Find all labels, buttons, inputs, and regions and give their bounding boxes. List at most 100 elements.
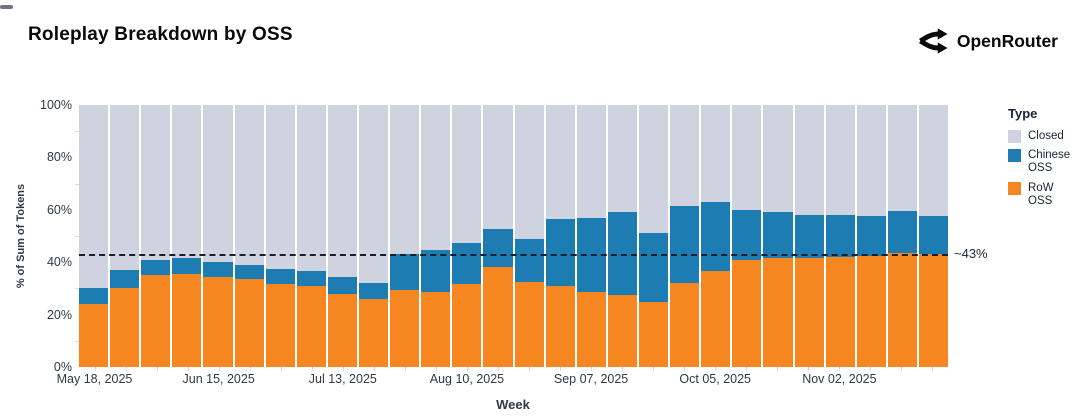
segment-closed[interactable] (514, 105, 544, 239)
segment-chinese-oss[interactable] (452, 242, 482, 285)
segment-row-oss[interactable] (763, 258, 793, 367)
legend-item-chinese-oss[interactable]: Chinese OSS (1008, 149, 1078, 175)
segment-closed[interactable] (234, 105, 264, 265)
segment-row-oss[interactable] (483, 267, 513, 367)
segment-chinese-oss[interactable] (701, 201, 731, 272)
segment-row-oss[interactable] (825, 256, 855, 367)
bar-week-jun-08-2025[interactable] (172, 105, 202, 367)
segment-chinese-oss[interactable] (234, 264, 264, 280)
segment-closed[interactable] (545, 105, 575, 219)
segment-closed[interactable] (172, 105, 202, 259)
segment-row-oss[interactable] (296, 285, 326, 367)
bar-week-jun-01-2025[interactable] (141, 105, 171, 367)
segment-row-oss[interactable] (327, 293, 357, 367)
bar-week-aug-03-2025[interactable] (421, 105, 451, 367)
segment-row-oss[interactable] (514, 281, 544, 367)
segment-closed[interactable] (327, 105, 357, 277)
bar-week-oct-19-2025[interactable] (763, 105, 793, 367)
segment-row-oss[interactable] (607, 294, 637, 367)
bar-week-oct-26-2025[interactable] (794, 105, 824, 367)
segment-chinese-oss[interactable] (79, 288, 109, 305)
segment-row-oss[interactable] (390, 289, 420, 367)
segment-chinese-oss[interactable] (110, 270, 140, 289)
segment-row-oss[interactable] (918, 254, 949, 367)
segment-closed[interactable] (794, 105, 824, 216)
bar-week-jun-22-2025[interactable] (234, 105, 264, 367)
bar-week-sep-28-2025[interactable] (670, 105, 700, 367)
segment-chinese-oss[interactable] (358, 283, 389, 299)
segment-row-oss[interactable] (670, 283, 700, 367)
segment-row-oss[interactable] (421, 292, 451, 367)
segment-row-oss[interactable] (234, 279, 264, 367)
segment-closed[interactable] (265, 105, 295, 269)
segment-closed[interactable] (79, 105, 109, 289)
legend-item-closed[interactable]: Closed (1008, 130, 1078, 143)
segment-chinese-oss[interactable] (732, 209, 762, 260)
segment-chinese-oss[interactable] (856, 216, 886, 256)
segment-row-oss[interactable] (545, 285, 575, 367)
segment-chinese-oss[interactable] (763, 212, 793, 259)
bar-week-nov-09-2025[interactable] (856, 105, 886, 367)
segment-closed[interactable] (732, 105, 762, 210)
segment-row-oss[interactable] (110, 288, 140, 367)
segment-closed[interactable] (141, 105, 171, 260)
segment-closed[interactable] (576, 105, 606, 218)
segment-closed[interactable] (670, 105, 700, 206)
segment-row-oss[interactable] (265, 284, 295, 367)
segment-row-oss[interactable] (732, 259, 762, 367)
segment-chinese-oss[interactable] (638, 233, 669, 302)
segment-chinese-oss[interactable] (825, 215, 855, 257)
openrouter-logo[interactable]: OpenRouter (918, 26, 1058, 56)
bar-week-jul-13-2025[interactable] (327, 105, 357, 367)
segment-row-oss[interactable] (358, 298, 389, 367)
segment-row-oss[interactable] (887, 253, 917, 367)
segment-closed[interactable] (203, 105, 233, 263)
bar-week-aug-10-2025[interactable] (452, 105, 482, 367)
bar-week-aug-31-2025[interactable] (545, 105, 575, 367)
bar-week-sep-14-2025[interactable] (607, 105, 637, 367)
segment-row-oss[interactable] (794, 258, 824, 367)
bar-week-jun-15-2025[interactable] (203, 105, 233, 367)
segment-chinese-oss[interactable] (794, 215, 824, 259)
segment-closed[interactable] (452, 105, 482, 243)
segment-chinese-oss[interactable] (607, 212, 637, 295)
segment-chinese-oss[interactable] (514, 238, 544, 282)
bar-week-nov-23-2025[interactable] (918, 105, 949, 367)
bar-week-aug-24-2025[interactable] (514, 105, 544, 367)
segment-row-oss[interactable] (856, 255, 886, 367)
bar-week-oct-05-2025[interactable] (701, 105, 731, 367)
bar-week-jul-06-2025[interactable] (296, 105, 326, 367)
segment-closed[interactable] (763, 105, 793, 213)
segment-chinese-oss[interactable] (887, 211, 917, 254)
segment-closed[interactable] (390, 105, 420, 255)
segment-chinese-oss[interactable] (545, 218, 575, 286)
segment-row-oss[interactable] (172, 274, 202, 367)
segment-chinese-oss[interactable] (172, 258, 202, 274)
segment-closed[interactable] (918, 105, 949, 217)
bar-week-sep-21-2025[interactable] (638, 105, 669, 367)
bar-week-jul-27-2025[interactable] (390, 105, 420, 367)
segment-closed[interactable] (607, 105, 637, 213)
bar-week-may-18-2025[interactable] (79, 105, 109, 367)
bar-week-jul-20-2025[interactable] (358, 105, 389, 367)
segment-closed[interactable] (825, 105, 855, 216)
segment-chinese-oss[interactable] (265, 268, 295, 285)
segment-row-oss[interactable] (141, 275, 171, 367)
segment-row-oss[interactable] (638, 301, 669, 367)
segment-chinese-oss[interactable] (296, 271, 326, 286)
segment-row-oss[interactable] (576, 292, 606, 367)
segment-closed[interactable] (421, 105, 451, 251)
bar-week-nov-02-2025[interactable] (825, 105, 855, 367)
segment-chinese-oss[interactable] (670, 205, 700, 284)
segment-chinese-oss[interactable] (141, 259, 171, 276)
segment-closed[interactable] (296, 105, 326, 272)
bar-week-jun-29-2025[interactable] (265, 105, 295, 367)
segment-closed[interactable] (110, 105, 140, 271)
segment-closed[interactable] (483, 105, 513, 230)
segment-chinese-oss[interactable] (483, 229, 513, 268)
legend-item-row-oss[interactable]: RoW OSS (1008, 181, 1078, 208)
bar-week-sep-07-2025[interactable] (576, 105, 606, 367)
segment-chinese-oss[interactable] (390, 254, 420, 290)
segment-chinese-oss[interactable] (421, 250, 451, 293)
bar-week-aug-17-2025[interactable] (483, 105, 513, 367)
